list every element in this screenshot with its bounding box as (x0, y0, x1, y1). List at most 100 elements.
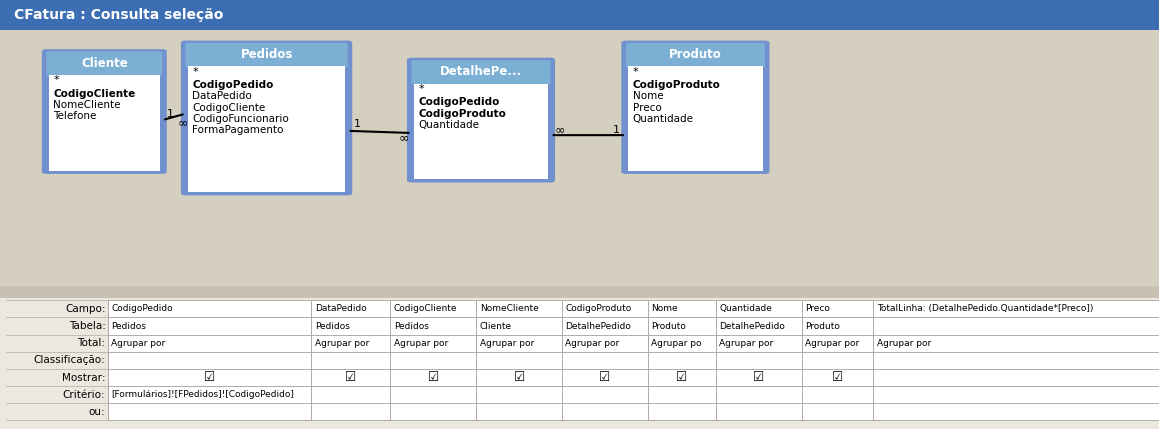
FancyBboxPatch shape (648, 352, 716, 369)
FancyBboxPatch shape (562, 335, 648, 352)
Text: *: * (53, 75, 59, 85)
Text: DetalhePe...: DetalhePe... (440, 65, 522, 79)
FancyBboxPatch shape (182, 42, 351, 194)
FancyBboxPatch shape (391, 352, 476, 369)
Text: ☑: ☑ (345, 371, 357, 384)
Text: *: * (192, 66, 198, 77)
FancyBboxPatch shape (873, 335, 1159, 352)
FancyBboxPatch shape (873, 386, 1159, 403)
FancyBboxPatch shape (391, 317, 476, 335)
FancyBboxPatch shape (108, 335, 312, 352)
Text: CodigoCliente: CodigoCliente (394, 305, 458, 313)
Text: Produto: Produto (651, 322, 686, 330)
Text: Agrupar por: Agrupar por (480, 339, 534, 347)
FancyBboxPatch shape (562, 317, 648, 335)
FancyBboxPatch shape (0, 0, 1159, 30)
FancyBboxPatch shape (108, 317, 1159, 335)
Text: Cliente: Cliente (81, 57, 127, 70)
Text: ☑: ☑ (753, 371, 765, 384)
Text: ∞: ∞ (555, 123, 564, 136)
Text: Agrupar por: Agrupar por (566, 339, 620, 347)
Text: Total:: Total: (78, 338, 105, 348)
Text: Preco: Preco (806, 305, 830, 313)
FancyBboxPatch shape (873, 300, 1159, 317)
Text: Agrupar po: Agrupar po (651, 339, 701, 347)
Text: ☑: ☑ (204, 371, 216, 384)
FancyBboxPatch shape (312, 335, 391, 352)
FancyBboxPatch shape (716, 352, 802, 369)
FancyBboxPatch shape (648, 335, 716, 352)
FancyBboxPatch shape (108, 403, 1159, 420)
FancyBboxPatch shape (476, 352, 562, 369)
FancyBboxPatch shape (312, 386, 391, 403)
Text: CodigoCliente: CodigoCliente (192, 103, 265, 113)
Text: Pedidos: Pedidos (111, 322, 146, 330)
Text: Nome: Nome (633, 91, 663, 102)
Text: Pedidos: Pedidos (240, 48, 293, 61)
FancyBboxPatch shape (802, 369, 873, 386)
FancyBboxPatch shape (0, 286, 1159, 298)
Text: CFatura : Consulta seleção: CFatura : Consulta seleção (14, 8, 224, 22)
Text: ☑: ☑ (832, 371, 843, 384)
Text: Agrupar por: Agrupar por (315, 339, 369, 347)
Text: Critério:: Critério: (63, 390, 105, 400)
FancyBboxPatch shape (648, 317, 716, 335)
FancyBboxPatch shape (648, 386, 716, 403)
Text: [Formulários]![FPedidos]![CodigoPedido]: [Formulários]![FPedidos]![CodigoPedido] (111, 390, 294, 399)
FancyBboxPatch shape (108, 300, 312, 317)
Text: CodigoPedido: CodigoPedido (111, 305, 173, 313)
FancyBboxPatch shape (802, 352, 873, 369)
Text: Quantidade: Quantidade (633, 114, 694, 124)
Text: CodigoProduto: CodigoProduto (633, 80, 721, 90)
FancyBboxPatch shape (716, 317, 802, 335)
Text: *: * (418, 84, 424, 94)
FancyBboxPatch shape (802, 386, 873, 403)
FancyBboxPatch shape (648, 369, 716, 386)
FancyBboxPatch shape (476, 300, 562, 317)
FancyBboxPatch shape (108, 300, 1159, 317)
FancyBboxPatch shape (873, 403, 1159, 420)
FancyBboxPatch shape (312, 352, 391, 369)
FancyBboxPatch shape (626, 43, 765, 67)
FancyBboxPatch shape (0, 30, 1159, 287)
FancyBboxPatch shape (108, 335, 1159, 352)
Text: *: * (633, 66, 639, 77)
Text: CodigoProduto: CodigoProduto (566, 305, 632, 313)
Text: Campo:: Campo: (65, 304, 105, 314)
Text: ☑: ☑ (513, 371, 525, 384)
Text: TotalLinha: (DetalhePedido.Quantidade*[Preco]): TotalLinha: (DetalhePedido.Quantidade*[P… (876, 305, 1093, 313)
FancyBboxPatch shape (716, 386, 802, 403)
FancyBboxPatch shape (188, 66, 345, 192)
Text: Agrupar por: Agrupar por (806, 339, 859, 347)
FancyBboxPatch shape (476, 369, 562, 386)
FancyBboxPatch shape (716, 335, 802, 352)
Text: Preco: Preco (633, 103, 662, 113)
FancyBboxPatch shape (49, 75, 160, 171)
FancyBboxPatch shape (873, 317, 1159, 335)
Text: DataPedido: DataPedido (315, 305, 366, 313)
Text: 1: 1 (613, 124, 620, 135)
FancyBboxPatch shape (562, 369, 648, 386)
FancyBboxPatch shape (108, 386, 312, 403)
FancyBboxPatch shape (562, 386, 648, 403)
Text: ou:: ou: (89, 407, 105, 417)
Text: DetalhePedido: DetalhePedido (566, 322, 632, 330)
FancyBboxPatch shape (476, 317, 562, 335)
Text: Classificação:: Classificação: (34, 355, 105, 366)
FancyBboxPatch shape (628, 66, 763, 171)
FancyBboxPatch shape (411, 60, 551, 85)
FancyBboxPatch shape (408, 59, 554, 181)
FancyBboxPatch shape (108, 352, 312, 369)
Text: CodigoPedido: CodigoPedido (418, 97, 500, 107)
FancyBboxPatch shape (648, 403, 716, 420)
Text: Cliente: Cliente (480, 322, 512, 330)
Text: CodigoProduto: CodigoProduto (418, 109, 506, 119)
FancyBboxPatch shape (108, 369, 1159, 386)
Text: NomeCliente: NomeCliente (53, 100, 121, 110)
FancyBboxPatch shape (414, 84, 548, 179)
Text: CodigoPedido: CodigoPedido (192, 80, 274, 90)
Text: Quantidade: Quantidade (720, 305, 772, 313)
Text: ☑: ☑ (676, 371, 687, 384)
Text: Produto: Produto (669, 48, 722, 61)
FancyBboxPatch shape (802, 403, 873, 420)
